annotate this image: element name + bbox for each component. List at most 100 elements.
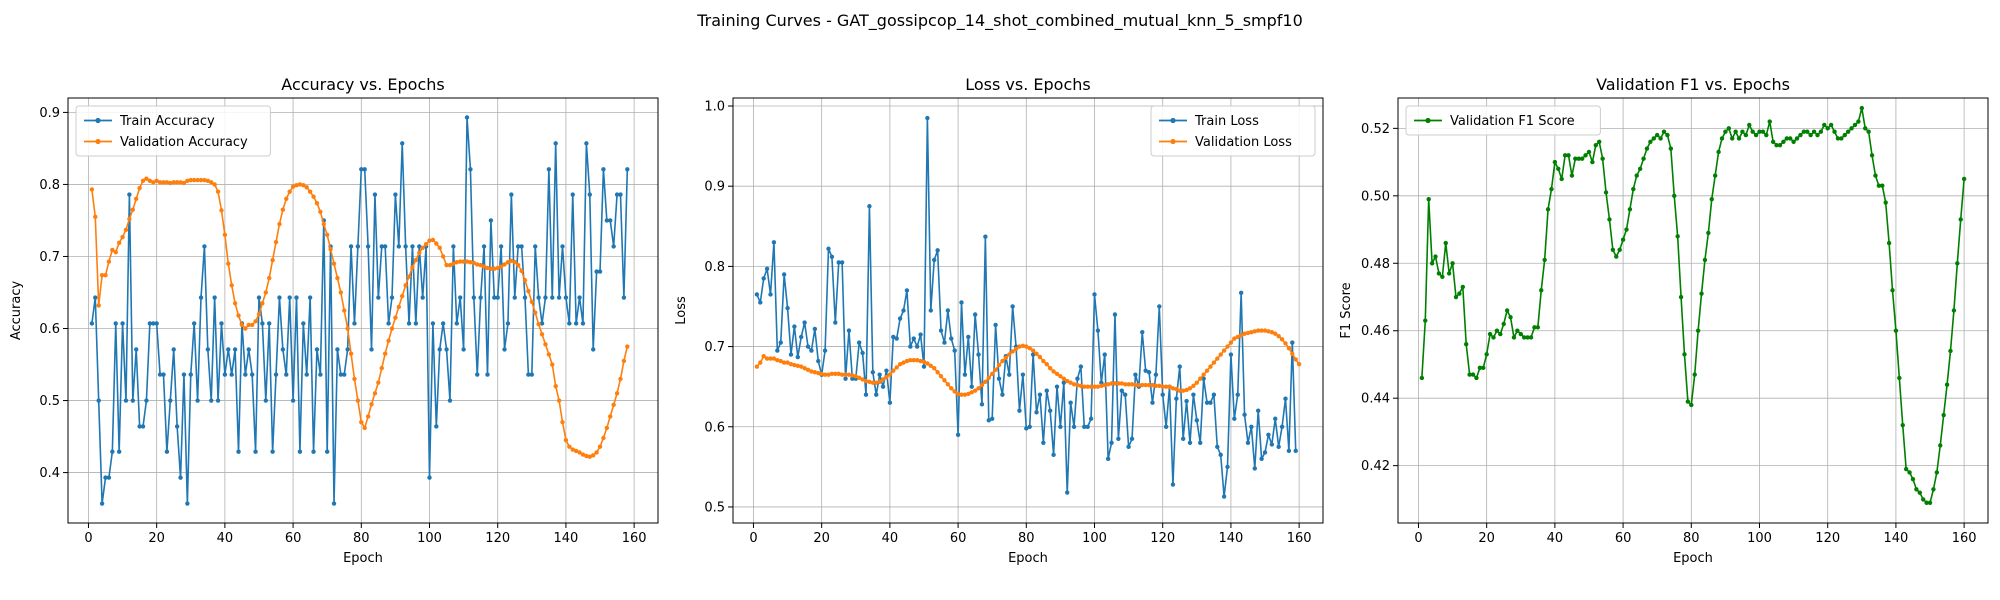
data-point <box>263 398 268 403</box>
data-point <box>976 352 981 357</box>
data-point <box>461 347 466 352</box>
data-point <box>488 218 494 223</box>
data-point <box>284 196 289 202</box>
data-point <box>996 362 1002 368</box>
legend: Validation F1 Score <box>1405 105 1601 136</box>
data-point <box>1293 448 1298 454</box>
data-point <box>604 425 610 431</box>
data-point <box>1290 340 1295 345</box>
data-point <box>764 266 770 271</box>
data-point <box>1794 136 1800 141</box>
data-point <box>1842 132 1847 138</box>
data-point <box>850 376 855 381</box>
data-point <box>495 295 500 300</box>
data-point <box>839 260 845 265</box>
legend-box <box>1405 105 1601 136</box>
data-point <box>130 207 135 212</box>
data-point <box>471 260 477 266</box>
data-point <box>846 372 852 377</box>
data-point <box>1535 325 1541 330</box>
data-point <box>1235 334 1240 340</box>
data-point <box>345 326 350 331</box>
data-point <box>809 348 814 353</box>
data-point <box>352 376 357 382</box>
data-point <box>1143 382 1148 388</box>
data-point <box>1665 132 1670 138</box>
data-point <box>1549 186 1554 192</box>
chart-panels: 0 20 40 60 80 100 120 140 160 0.4 0.5 0.6 0.7 0.8 0.9 A… <box>9 75 1989 566</box>
y-tick-label: 0.7 <box>704 340 725 355</box>
data-point <box>1003 355 1009 361</box>
data-point <box>273 372 279 377</box>
data-point <box>972 388 978 393</box>
data-point <box>785 360 790 365</box>
data-point <box>775 358 780 363</box>
data-point <box>573 448 579 454</box>
data-point <box>1914 487 1919 492</box>
data-point <box>417 250 422 256</box>
data-point <box>324 449 330 454</box>
data-point <box>1160 384 1165 389</box>
data-point <box>475 262 480 267</box>
data-point <box>1525 335 1530 340</box>
data-point <box>454 260 459 265</box>
data-point <box>580 452 586 457</box>
y-tick-label: 0.9 <box>39 106 60 121</box>
legend-swatch-marker <box>1170 138 1176 145</box>
data-point <box>846 328 852 333</box>
data-point <box>1054 371 1060 377</box>
data-point <box>1900 422 1905 428</box>
x-tick-label: 40 <box>217 531 234 546</box>
data-point <box>1273 331 1278 336</box>
data-point <box>123 398 129 403</box>
data-point <box>468 167 473 172</box>
data-point <box>451 244 456 249</box>
data-point <box>99 273 105 278</box>
data-point <box>1051 369 1056 374</box>
data-point <box>1238 290 1244 296</box>
x-tick-label: 60 <box>950 531 967 546</box>
data-point <box>1153 372 1159 377</box>
data-point <box>1204 368 1210 373</box>
data-point <box>1153 383 1159 389</box>
data-point <box>812 326 818 332</box>
data-point <box>1269 442 1275 447</box>
data-point <box>802 366 807 371</box>
data-point <box>1835 136 1841 141</box>
data-point <box>106 475 112 480</box>
data-point <box>174 180 180 185</box>
data-point <box>1893 328 1899 333</box>
data-point <box>894 336 899 341</box>
data-point <box>1198 440 1203 446</box>
data-point <box>989 416 995 421</box>
data-point <box>925 115 930 121</box>
data-point <box>1880 183 1885 188</box>
data-point <box>901 360 906 365</box>
data-point <box>1235 392 1240 397</box>
data-point <box>594 450 599 455</box>
data-point <box>440 254 446 259</box>
data-point <box>1614 254 1619 259</box>
chart-title: Loss vs. Epochs <box>965 75 1090 94</box>
data-point <box>1818 129 1824 134</box>
data-point <box>1511 335 1517 340</box>
data-point <box>1017 408 1022 413</box>
y-tick-label: 0.46 <box>1361 324 1390 339</box>
data-point <box>1037 354 1043 360</box>
data-point <box>185 178 190 184</box>
chart-panel-3: 0 20 40 60 80 100 120 140 160 0.42 0.44 0.46 0.48 0.5… <box>1339 75 1989 566</box>
data-point <box>1805 129 1810 134</box>
data-point <box>103 273 108 278</box>
data-point <box>198 295 204 300</box>
data-point <box>151 180 156 185</box>
x-axis-label: Epoch <box>1008 551 1048 566</box>
data-point <box>1938 443 1943 448</box>
data-point <box>1443 240 1448 246</box>
data-point <box>1123 382 1128 387</box>
data-point <box>591 453 596 458</box>
data-point <box>116 240 122 245</box>
data-point <box>372 192 378 197</box>
data-point <box>219 321 224 326</box>
data-point <box>1931 487 1936 492</box>
data-point <box>812 370 818 375</box>
